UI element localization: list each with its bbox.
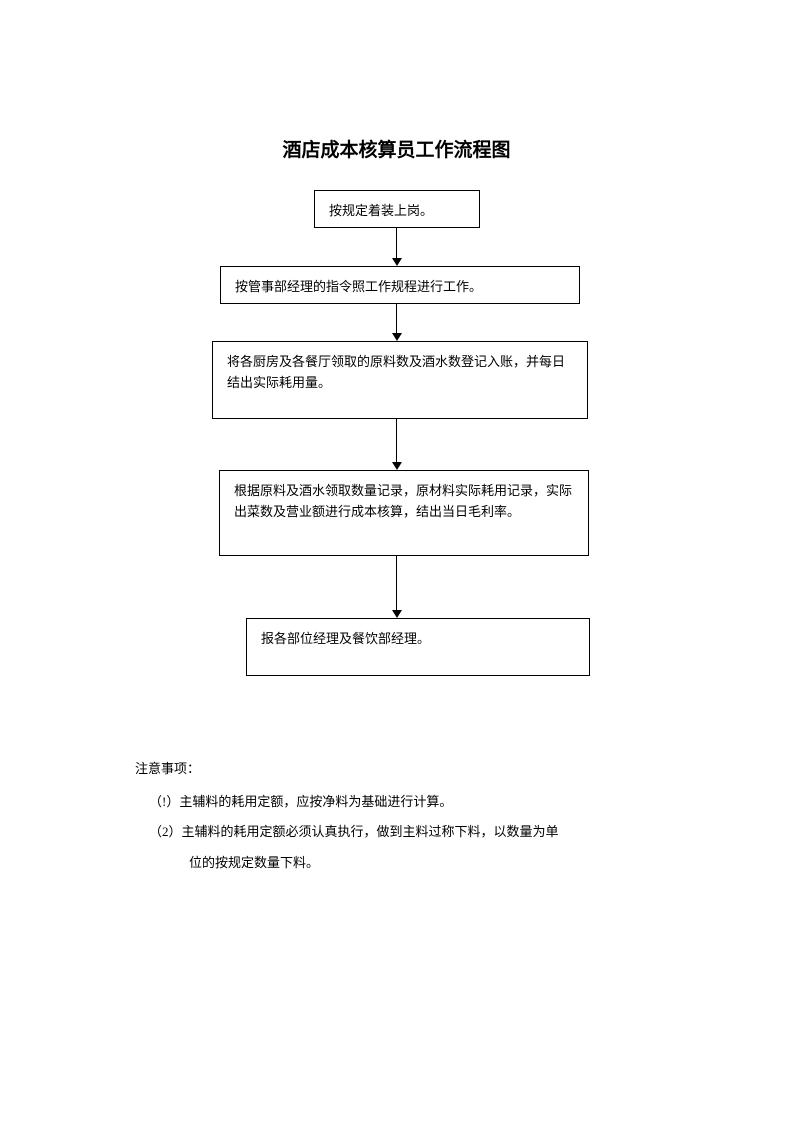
notes-section: 注意事项： （!）主辅料的耗用定额，应按净料为基础进行计算。 （2）主辅料的耗用… [135, 755, 655, 877]
flowchart-node-1: 按规定着装上岗。 [314, 190, 480, 228]
note-item-1: （!）主辅料的耗用定额，应按净料为基础进行计算。 [135, 788, 655, 817]
flowchart-node-4: 根据原料及酒水领取数量记录，原材料实际耗用记录，实际出菜数及营业额进行成本核算，… [219, 470, 589, 556]
page-title: 酒店成本核算员工作流程图 [0, 135, 793, 162]
flowchart-node-5: 报各部位经理及餐饮部经理。 [246, 618, 590, 676]
flowchart-node-3: 将各厨房及各餐厅领取的原料数及酒水数登记入账，并每日结出实际耗用量。 [212, 341, 588, 419]
note-item-2-continuation: 位的按规定数量下料。 [135, 849, 655, 878]
note-item-2: （2）主辅料的耗用定额必须认真执行，做到主料过称下料，以数量为单 [135, 818, 655, 847]
notes-title: 注意事项： [135, 755, 655, 784]
flowchart-node-2: 按管事部经理的指令照工作规程进行工作。 [220, 266, 580, 304]
